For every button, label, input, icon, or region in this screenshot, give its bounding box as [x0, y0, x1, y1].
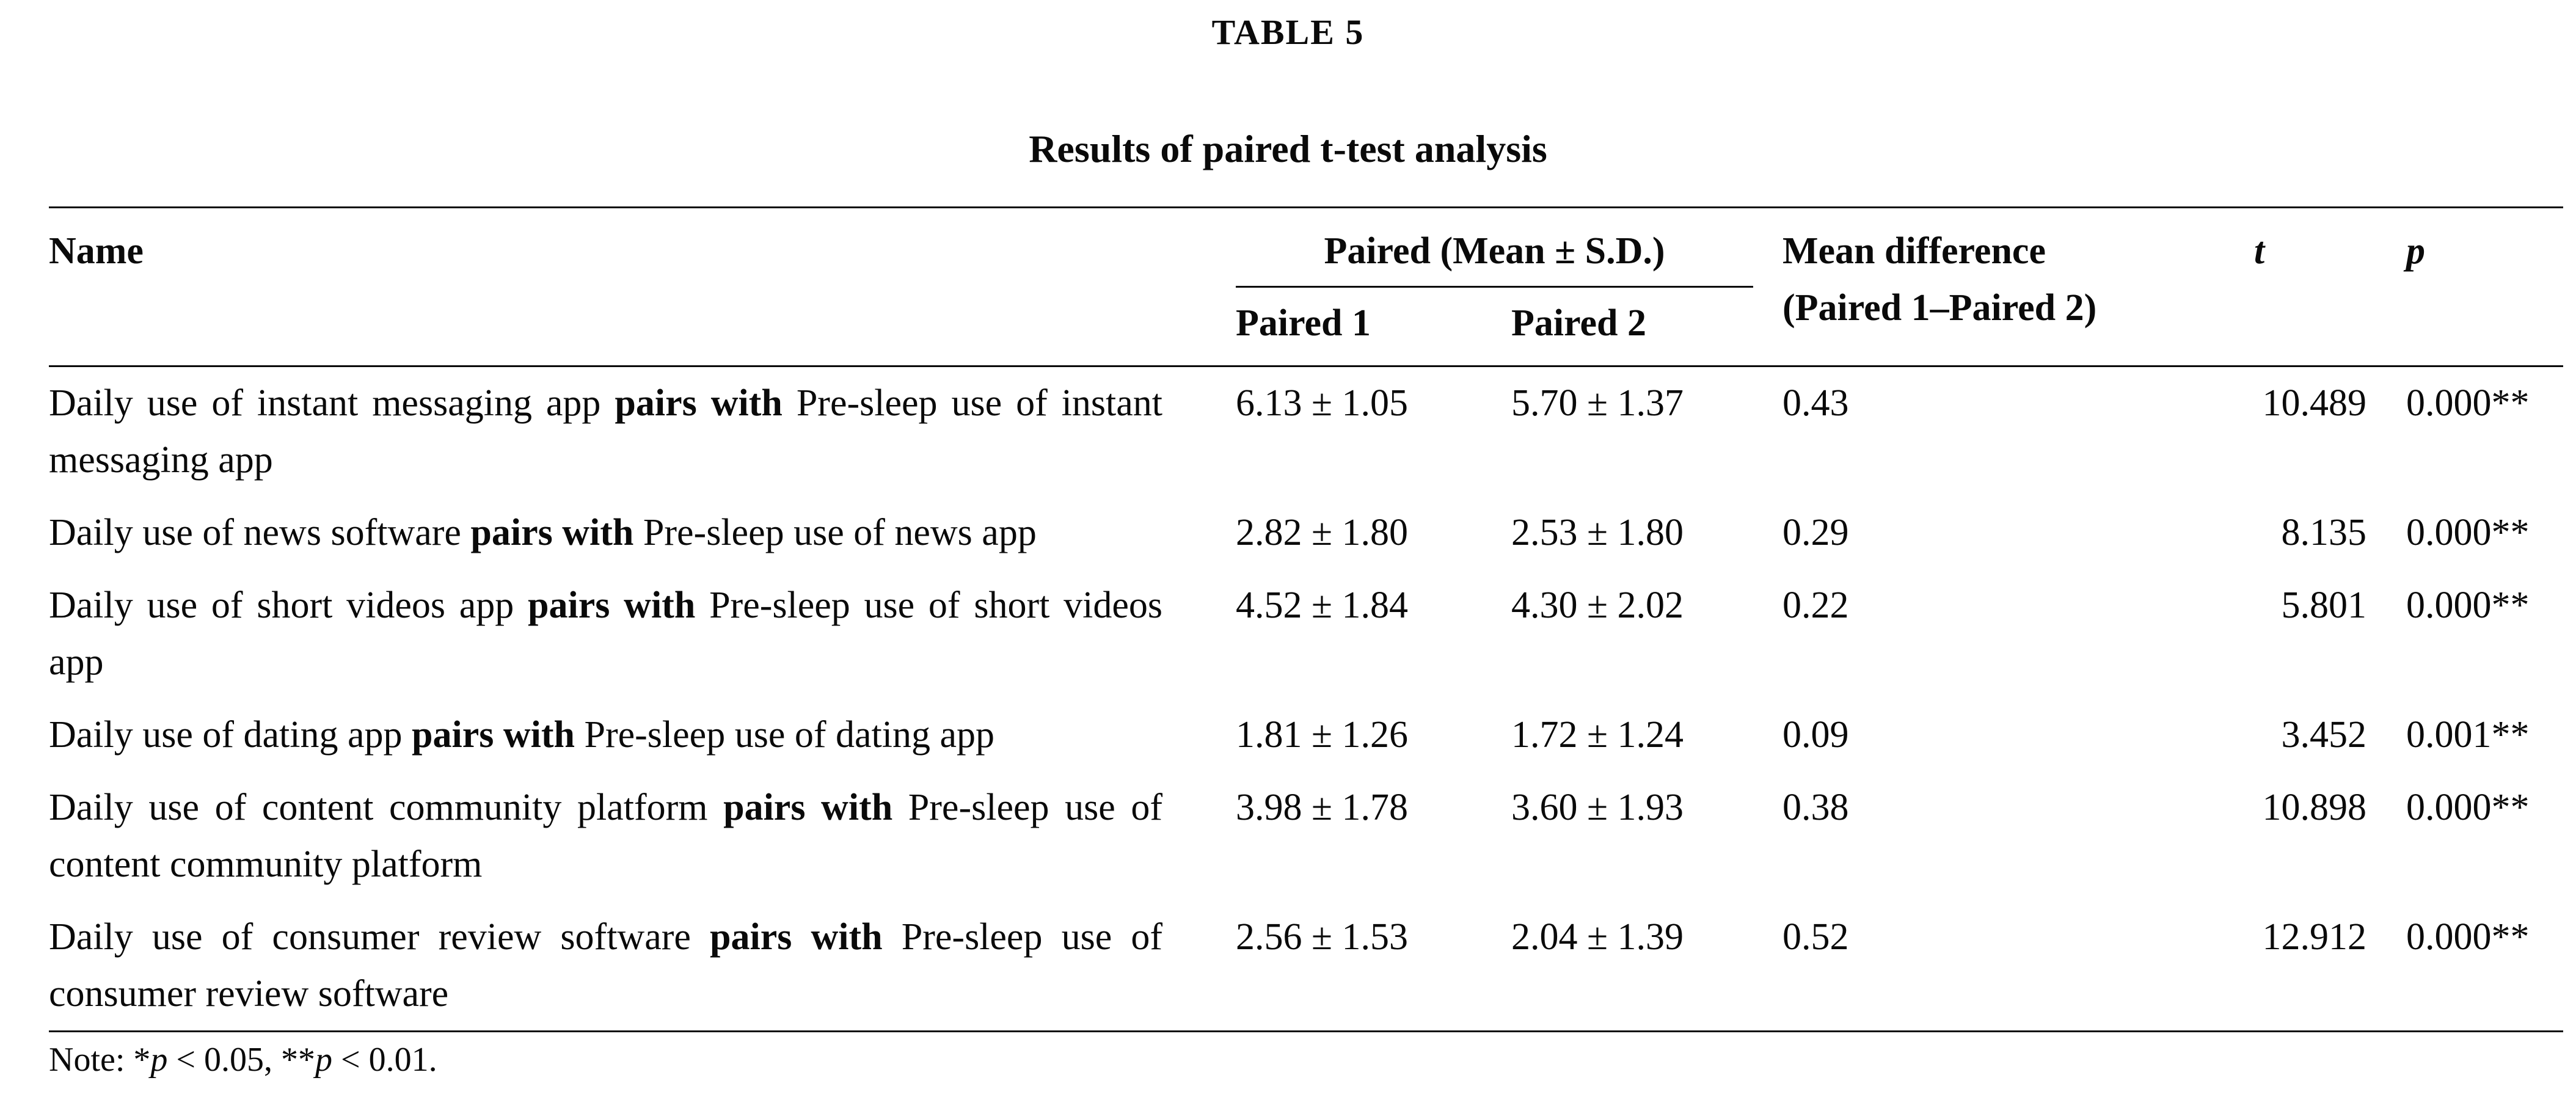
t-value-cell: 10.489 [2262, 382, 2367, 424]
table-row: Daily use of news software pairs with Pr… [49, 497, 2563, 569]
name-text: Daily use of news software [49, 512, 471, 553]
t-value-cell: 3.452 [2281, 714, 2367, 756]
table-row: Daily use of dating app pairs with Pre-s… [49, 699, 2563, 771]
paired1-cell: 6.13 ± 1.05 [1236, 382, 1409, 424]
mean-difference-cell: 0.38 [1782, 787, 1849, 828]
name-cell: Daily use of consumer review software pa… [49, 901, 1236, 1032]
header-paired2: Paired 2 [1511, 302, 1646, 344]
paired2-cell: 5.70 ± 1.37 [1511, 382, 1684, 424]
name-text: Pre-sleep use of consumer review softwar… [49, 916, 1163, 1015]
t-value-cell: 10.898 [2262, 787, 2367, 828]
table-note: Note: *p < 0.05, **p < 0.01. [49, 1038, 2564, 1081]
note-p-symbol: p [150, 1041, 168, 1079]
t-value-cell: 12.912 [2262, 916, 2367, 958]
paired2-cell: 2.53 ± 1.80 [1511, 512, 1684, 553]
mean-difference-cell: 0.43 [1782, 382, 1849, 424]
name-cell: Daily use of short videos app pairs with… [49, 569, 1236, 699]
paired1-cell: 4.52 ± 1.84 [1236, 585, 1409, 626]
p-value-cell: 0.001** [2406, 714, 2530, 756]
mean-difference-cell: 0.22 [1782, 585, 1849, 626]
table-row: Daily use of instant messaging app pairs… [49, 366, 2563, 497]
name-text: Pre-sleep use of instant messaging app [49, 382, 1163, 481]
header-mean-difference-line2: (Paired 1–Paired 2) [1782, 287, 2097, 329]
name-cell: Daily use of news software pairs with Pr… [49, 497, 1236, 569]
table-row: Daily use of consumer review software pa… [49, 901, 2563, 1032]
note-text: < 0.01. [332, 1041, 437, 1079]
p-value-cell: 0.000** [2406, 585, 2530, 626]
name-text: Daily use of short videos app [49, 585, 528, 626]
paired1-cell: 3.98 ± 1.78 [1236, 787, 1409, 828]
paired-ttest-table: Name Paired (Mean ± S.D.) Mean differenc… [49, 206, 2563, 1032]
name-text: Pre-sleep use of dating app [575, 714, 994, 756]
mean-difference-cell: 0.29 [1782, 512, 1849, 553]
header-p: p [2406, 230, 2425, 272]
pairs-with-label: pairs with [723, 787, 893, 828]
table-body: Daily use of instant messaging app pairs… [49, 366, 2563, 1032]
p-value-cell: 0.000** [2406, 787, 2530, 828]
paired2-cell: 1.72 ± 1.24 [1511, 714, 1684, 756]
header-paired-group-label: Paired (Mean ± S.D.) [1236, 223, 1753, 288]
t-value-cell: 5.801 [2281, 585, 2367, 626]
name-text: Pre-sleep use of content community platf… [49, 787, 1162, 885]
header-row-1: Name Paired (Mean ± S.D.) Mean differenc… [49, 208, 2563, 329]
header-paired1: Paired 1 [1236, 302, 1371, 344]
t-value-cell: 8.135 [2281, 512, 2367, 553]
note-text: Note: * [49, 1041, 151, 1079]
name-text: Daily use of dating app [49, 714, 412, 756]
note-p-symbol: p [315, 1041, 333, 1079]
name-cell: Daily use of dating app pairs with Pre-s… [49, 699, 1236, 771]
header-paired-group: Paired (Mean ± S.D.) [1236, 208, 1782, 288]
header-row-2: Paired 1 Paired 2 [49, 288, 2563, 366]
header-t: t [2254, 230, 2265, 272]
p-value-cell: 0.000** [2406, 512, 2530, 553]
table-number: TABLE 5 [1211, 12, 1365, 52]
paired2-cell: 2.04 ± 1.39 [1511, 916, 1684, 958]
mean-difference-cell: 0.09 [1782, 714, 1849, 756]
paired1-cell: 2.82 ± 1.80 [1236, 512, 1409, 553]
mean-difference-cell: 0.52 [1782, 916, 1849, 958]
table-row: Daily use of short videos app pairs with… [49, 569, 2563, 699]
paired1-cell: 2.56 ± 1.53 [1236, 916, 1409, 958]
header-name: Name [49, 230, 144, 272]
header-mean-difference-line1: Mean difference [1782, 230, 2046, 272]
paired2-cell: 3.60 ± 1.93 [1511, 787, 1684, 828]
name-cell: Daily use of instant messaging app pairs… [49, 366, 1236, 497]
name-cell: Daily use of content community platform … [49, 771, 1236, 901]
pairs-with-label: pairs with [710, 916, 883, 958]
note-text: < 0.05, ** [167, 1041, 316, 1079]
name-text: Daily use of consumer review software [49, 916, 710, 958]
header-mean-difference: Mean difference (Paired 1–Paired 2) [1782, 208, 2254, 366]
p-value-cell: 0.000** [2406, 916, 2530, 958]
name-text: Daily use of content community platform [49, 787, 724, 828]
p-value-cell: 0.000** [2406, 382, 2530, 424]
pairs-with-label: pairs with [470, 512, 634, 553]
name-text: Pre-sleep use of news app [633, 512, 1037, 553]
name-text: Daily use of instant messaging app [49, 382, 615, 424]
name-text: Pre-sleep use of short videos app [49, 585, 1162, 683]
table-header: Name Paired (Mean ± S.D.) Mean differenc… [49, 208, 2563, 366]
pairs-with-label: pairs with [615, 382, 783, 424]
pairs-with-label: pairs with [528, 585, 696, 626]
table-row: Daily use of content community platform … [49, 771, 2563, 901]
pairs-with-label: pairs with [412, 714, 575, 756]
paired1-cell: 1.81 ± 1.26 [1236, 714, 1409, 756]
table-title: Results of paired t-test analysis [1029, 127, 1547, 170]
paired2-cell: 4.30 ± 2.02 [1511, 585, 1684, 626]
